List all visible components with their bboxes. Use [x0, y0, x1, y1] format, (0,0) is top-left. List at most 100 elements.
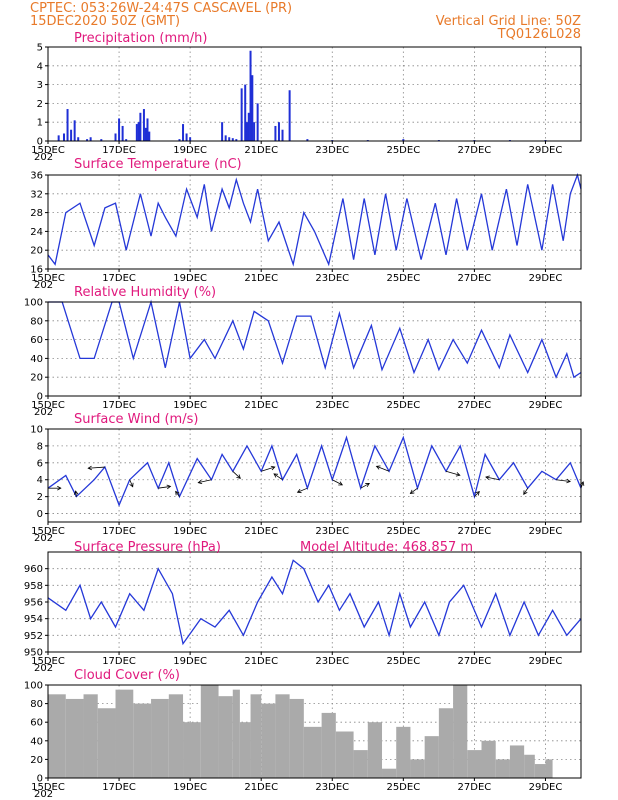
cloud-area-22 — [382, 768, 397, 778]
cloud-area-10 — [218, 696, 233, 778]
precip-bar-14 — [137, 122, 140, 141]
wind-xtick-sub: 202 — [34, 533, 53, 544]
precip-bar-38 — [277, 122, 280, 141]
precip-bar-9 — [114, 133, 117, 141]
cloud-area-11 — [232, 689, 240, 778]
wind-panel: 0 2 4 6 8 10 15DEC 17DEC 19DEC 21DEC 23DEC 25DEC 27D… — [30, 412, 585, 544]
wind-arrow-8 — [158, 486, 171, 489]
precip-bar-2 — [66, 109, 69, 141]
pressure-xtick-label-1: 17DEC — [102, 656, 136, 667]
cloud-area-15 — [275, 694, 290, 778]
cloud-area-4 — [115, 689, 134, 778]
precip-bar-34 — [251, 75, 254, 141]
wind-arrow-14 — [232, 470, 241, 479]
precip-bar-22 — [185, 133, 188, 141]
cloud-area-23 — [396, 726, 411, 778]
precip-title: Precipitation (mm/h) — [74, 31, 207, 46]
precip-ytick-label-1: 1 — [37, 118, 43, 129]
humidity-xtick-label-5: 25DEC — [386, 400, 420, 411]
precip-bar-18 — [146, 118, 149, 141]
humidity-xtick-label-6: 27DEC — [458, 400, 492, 411]
humidity-ytick-label-5: 100 — [24, 298, 43, 309]
precip-bar-44 — [402, 139, 405, 141]
precip-bar-12 — [125, 139, 128, 141]
cloud-area-14 — [261, 703, 276, 778]
wind-arrowhead-12 — [197, 479, 203, 485]
cloud-frame — [47, 684, 582, 779]
wind-ytick-label-1: 2 — [37, 492, 43, 503]
cloud-area-31 — [509, 745, 525, 778]
header-date: 15DEC2020 50Z (GMT) — [30, 14, 180, 29]
wind-title: Surface Wind (m/s) — [74, 412, 198, 427]
pressure-ytick-label-3: 956 — [24, 598, 43, 609]
precip-xtick-label-6: 27DEC — [458, 145, 492, 156]
humidity-ytick-label-1: 20 — [30, 373, 43, 384]
precip-bar-32 — [247, 112, 250, 141]
pressure-xtick-label-2: 19DEC — [173, 656, 207, 667]
humidity-xtick-label-4: 23DEC — [315, 400, 349, 411]
cloud-xtick-label-0: 15DEC — [31, 782, 65, 793]
pressure-annotation: Model Altitude: 468.857 m — [300, 540, 473, 555]
precip-bar-30 — [244, 84, 247, 141]
wind-arrowhead-10 — [175, 490, 180, 496]
header-run-id: TQ0126L028 — [497, 27, 581, 42]
humidity-xtick-label-0: 15DEC — [31, 400, 65, 411]
precip-xtick-label-5: 25DEC — [386, 145, 420, 156]
pressure-xtick-label-0: 15DEC — [31, 656, 65, 667]
wind-ytick-label-4: 8 — [37, 441, 43, 452]
precip-bar-16 — [142, 109, 145, 141]
cloud-area-25 — [424, 736, 439, 778]
cloud-area-17 — [303, 726, 322, 778]
precip-panel: 0 1 2 3 4 5 15DEC 17DEC 19DEC 21DEC 23DEC 25DEC 27DE… — [31, 31, 582, 163]
humidity-ytick-label-0: 0 — [37, 392, 43, 403]
cloud-area-21 — [367, 722, 383, 778]
pressure-title: Surface Pressure (hPa) — [74, 540, 221, 555]
wind-xtick-label-7: 29DEC — [529, 526, 563, 537]
cloud-area-24 — [410, 759, 425, 778]
cloud-area-32 — [524, 754, 535, 778]
cloud-title: Cloud Cover (%) — [74, 668, 180, 683]
wind-arrow-26 — [376, 465, 390, 472]
wind-arrowhead-36 — [523, 490, 528, 495]
pressure-ytick-label-2: 954 — [24, 614, 43, 625]
precip-ytick-label-2: 2 — [37, 99, 43, 110]
precip-bar-36 — [256, 103, 259, 141]
precip-bar-20 — [178, 139, 181, 141]
precip-bar-33 — [249, 50, 252, 142]
cloud-area-3 — [97, 708, 116, 778]
precip-bar-25 — [224, 135, 227, 141]
precip-xtick-label-4: 23DEC — [315, 145, 349, 156]
cloud-area-34 — [545, 759, 553, 778]
humidity-xtick-label-3: 21DEC — [244, 400, 278, 411]
pressure-xtick-label-6: 27DEC — [458, 656, 492, 667]
header-grid-note: Vertical Grid Line: 50Z — [436, 14, 581, 29]
precip-bar-1 — [62, 133, 65, 141]
humidity-ytick-label-4: 80 — [30, 316, 43, 327]
cloud-area-0 — [48, 694, 66, 778]
humidity-ytick-label-3: 60 — [30, 335, 43, 346]
precip-ytick-label-3: 3 — [37, 80, 43, 91]
cloud-area-13 — [250, 694, 262, 778]
pressure-ytick-label-1: 952 — [24, 631, 43, 642]
cloud-area-26 — [438, 708, 454, 778]
precip-bar-31 — [245, 122, 248, 141]
precip-bar-39 — [281, 129, 284, 141]
wind-arrow-4 — [88, 466, 105, 469]
pressure-xtick-label-5: 25DEC — [386, 656, 420, 667]
precip-xtick-label-0: 15DEC — [31, 145, 65, 156]
cloud-area-12 — [239, 722, 251, 778]
precip-bar-13 — [135, 124, 138, 141]
precip-bar-8 — [100, 139, 103, 141]
header-location: CPTEC: 053:26W-24:47S CASCAVEL (PR) — [30, 1, 292, 16]
cloud-area-18 — [321, 712, 336, 778]
wind-arrowhead-8 — [166, 484, 172, 490]
precip-bar-3 — [70, 129, 73, 141]
wind-arrow-24 — [360, 483, 370, 489]
pressure-series-line — [47, 559, 582, 646]
wind-ytick-label-5: 10 — [30, 425, 43, 436]
cloud-xtick-label-6: 27DEC — [458, 782, 492, 793]
cloud-xtick-label-7: 29DEC — [529, 782, 563, 793]
temperature-ytick-label-1: 20 — [30, 246, 43, 257]
wind-arrowhead-32 — [475, 491, 480, 496]
temperature-xtick-label-6: 27DEC — [458, 273, 492, 284]
